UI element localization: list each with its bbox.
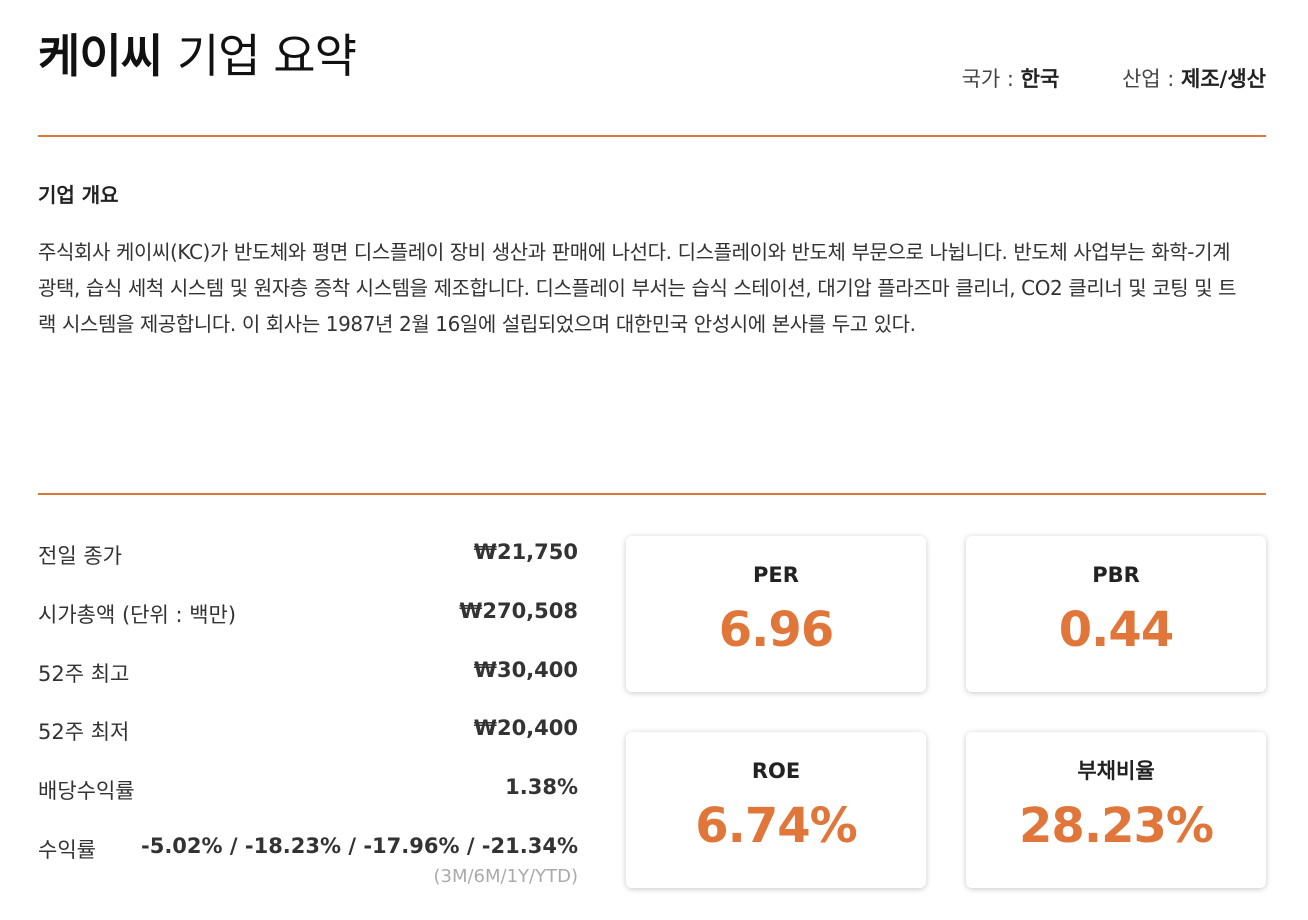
stat-value: ₩30,400	[473, 657, 578, 682]
overview-text: 주식회사 케이씨(KC)가 반도체와 평면 디스플레이 장비 생산과 판매에 나…	[38, 240, 1237, 336]
page-header: 케이씨 기업 요약 국가 : 한국 산업 : 제조/생산	[38, 22, 1266, 92]
industry-label: 산업 :	[1121, 67, 1182, 91]
stat-row-returns: 수익률 -5.02% / -18.23% / -17.96% / -21.34%…	[38, 828, 578, 887]
stat-value: -5.02% / -18.23% / -17.96% / -21.34%	[141, 833, 578, 858]
company-name: 케이씨	[38, 29, 163, 83]
stats-list: 전일 종가 ₩21,750 시가총액 (단위 : 백만) ₩270,508 52…	[38, 534, 578, 887]
stat-label: 전일 종가	[38, 544, 122, 568]
metric-value: 0.44	[1058, 602, 1174, 658]
metric-value: 6.74%	[695, 798, 858, 854]
country-info: 국가 : 한국	[962, 64, 1060, 94]
metric-value: 6.96	[718, 602, 834, 658]
stat-row-dividend-yield: 배당수익률 1.38%	[38, 769, 578, 828]
stat-value: ₩20,400	[473, 716, 578, 741]
overview-heading: 기업 개요	[38, 183, 119, 207]
company-meta: 국가 : 한국 산업 : 제조/생산	[962, 64, 1266, 94]
stat-row-52w-low: 52주 최저 ₩20,400	[38, 710, 578, 769]
stat-label: 수익률	[38, 837, 96, 862]
metric-label: ROE	[751, 759, 801, 783]
metric-label: PER	[753, 563, 799, 587]
metric-label: 부채비율	[1077, 759, 1155, 783]
industry-info: 산업 : 제조/생산	[1122, 64, 1266, 94]
metric-card-debt-ratio: 부채비율 28.23%	[966, 732, 1266, 888]
stat-row-52w-high: 52주 최고 ₩30,400	[38, 652, 578, 711]
header-divider	[38, 135, 1266, 137]
stat-value: 1.38%	[505, 775, 578, 800]
stat-value: ₩21,750	[473, 540, 578, 564]
section-divider	[38, 493, 1266, 495]
returns-period-note: (3M/6M/1Y/YTD)	[433, 865, 578, 887]
stat-label: 52주 최저	[38, 720, 130, 745]
title-suffix: 기업 요약	[176, 29, 357, 83]
metric-card-pbr: PBR 0.44	[966, 536, 1266, 692]
stat-label: 배당수익률	[38, 779, 135, 804]
stat-row-prev-close: 전일 종가 ₩21,750	[38, 534, 578, 593]
stat-value: ₩270,508	[459, 598, 578, 623]
metric-value: 28.23%	[1019, 798, 1214, 854]
industry-value: 제조/생산	[1181, 67, 1266, 91]
stat-row-market-cap: 시가총액 (단위 : 백만) ₩270,508	[38, 593, 578, 652]
metric-card-per: PER 6.96	[626, 536, 926, 692]
company-overview: 기업 개요 주식회사 케이씨(KC)가 반도체와 평면 디스플레이 장비 생산과…	[38, 180, 1266, 342]
stat-label: 52주 최고	[38, 661, 130, 686]
metric-card-roe: ROE 6.74%	[626, 732, 926, 888]
page-title: 케이씨 기업 요약	[38, 26, 357, 86]
country-value: 한국	[1020, 67, 1060, 91]
metric-label: PBR	[1092, 563, 1140, 587]
country-label: 국가 :	[961, 67, 1021, 91]
stat-label: 시가총액 (단위 : 백만)	[38, 602, 237, 627]
